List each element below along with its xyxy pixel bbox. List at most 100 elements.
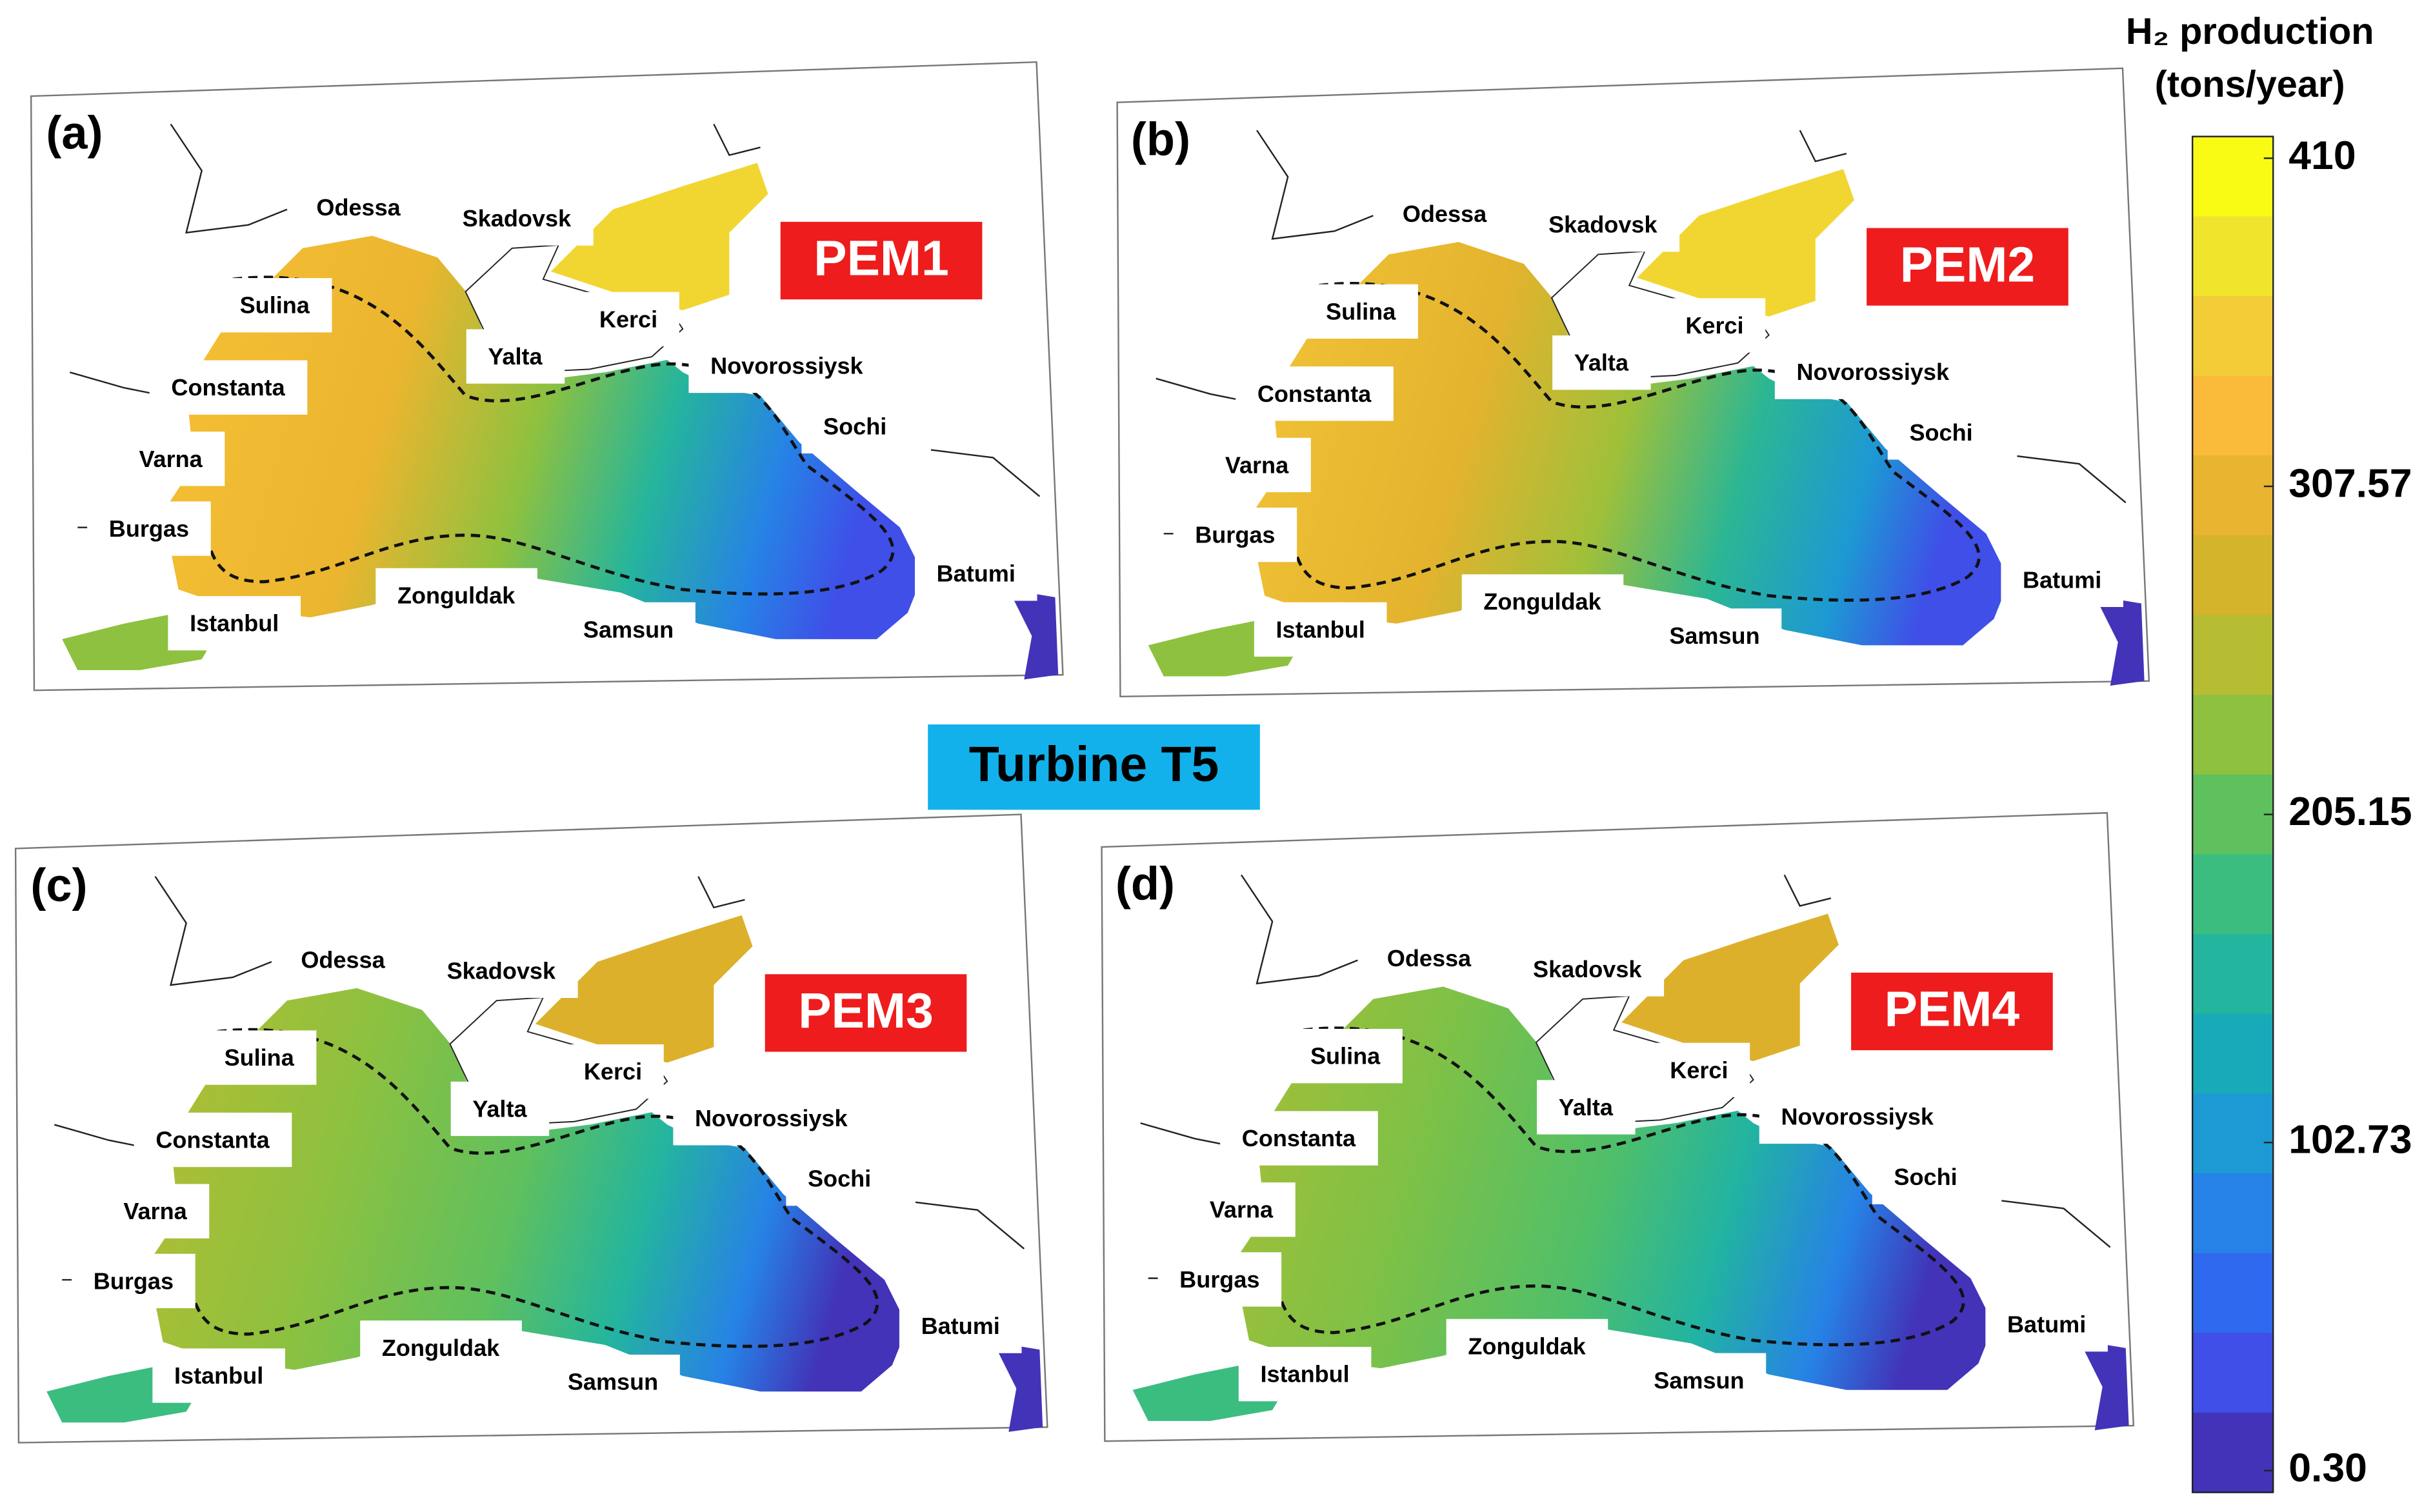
colorbar-tick-label: 102.73: [2288, 1117, 2412, 1162]
city-label: Constanta: [171, 374, 285, 401]
city-label-box: [899, 1298, 1022, 1353]
city-label: Burgas: [1195, 522, 1275, 548]
city-label-box: [1238, 1347, 1372, 1402]
city-label: Sulina: [225, 1044, 295, 1071]
map-panel: Odessa Skadovsk Sulina Kerci Yalta Novorossiy…: [30, 61, 1064, 691]
city-label-box: [1157, 1252, 1282, 1307]
panel-label: (a): [46, 108, 103, 159]
scenario-label: PEM1: [814, 231, 949, 286]
city-label-box: [134, 1112, 292, 1168]
city-label-box: [1446, 1318, 1608, 1374]
city-label-box: [1774, 344, 1972, 399]
colorbar-title: H₂ production: [2126, 11, 2374, 52]
sea-field: [550, 163, 768, 310]
city-label: Istanbul: [1260, 1361, 1349, 1388]
colorbar-band: [2192, 774, 2274, 855]
sea-field: [1637, 169, 1854, 317]
city-label: Skadovsk: [447, 957, 556, 984]
city-label-box: [688, 338, 886, 393]
city-label: Kerci: [584, 1059, 642, 1085]
city-label-box: [1188, 1182, 1296, 1237]
city-label-box: [673, 1091, 870, 1146]
boundary-line: [200, 275, 895, 596]
city-label: Sochi: [1894, 1164, 1957, 1190]
colorbar-band: [2192, 854, 2274, 935]
city-label-box: [1381, 186, 1509, 241]
city-label-box: [786, 1151, 893, 1206]
city-label-box: [562, 1044, 664, 1099]
colorbar-units: (tons/year): [2155, 64, 2345, 105]
colorbar-band: [2192, 934, 2274, 1015]
center-label-box: [928, 724, 1260, 810]
city-label: Sulina: [240, 292, 310, 319]
city-label-box: [149, 360, 308, 415]
city-label: Yalta: [1574, 350, 1629, 376]
coastline: [69, 123, 1041, 544]
city-label: Novorossiysk: [1781, 1103, 1934, 1129]
city-label: Zonguldak: [1468, 1333, 1586, 1359]
city-label-box: [1461, 574, 1624, 629]
city-label-box: [1527, 197, 1680, 252]
city-label: Burgas: [1179, 1266, 1259, 1293]
city-label: Sochi: [808, 1166, 871, 1192]
city-label: Zonguldak: [397, 582, 516, 608]
scenario-box: [1867, 228, 2068, 306]
coastline: [1140, 874, 2111, 1295]
city-label-box: [1304, 284, 1418, 339]
city-label-box: [1985, 1297, 2108, 1352]
city-label-box: [450, 1081, 550, 1137]
city-label: Batumi: [2007, 1311, 2086, 1338]
city-label: Novorossiysk: [695, 1105, 848, 1131]
city-label-box: [117, 432, 225, 486]
city-label: Odessa: [1403, 201, 1487, 227]
city-label: Yalta: [1559, 1094, 1614, 1120]
sea-field: [535, 915, 753, 1063]
city-label: Sochi: [1909, 419, 1972, 446]
city-label-box: [561, 602, 696, 657]
colorbar-band: [2192, 1333, 2274, 1414]
city-label: Yalta: [488, 343, 543, 370]
scenario-box: [780, 221, 983, 300]
colorbar-tick-label: 410: [2288, 133, 2356, 178]
sea-field: [1621, 913, 1839, 1061]
scenario-label: PEM2: [1900, 237, 2036, 292]
city-label-box: [1220, 1111, 1378, 1166]
city-label: Odessa: [316, 194, 401, 221]
scenario-box: [1851, 972, 2053, 1051]
city-label: Kerci: [1670, 1057, 1728, 1083]
city-label-box: [101, 1184, 210, 1238]
city-label-box: [168, 596, 301, 651]
boundary-line: [1286, 281, 1981, 602]
city-label-box: [1173, 507, 1297, 562]
sea-field: [1249, 242, 2010, 646]
city-label-box: [1365, 931, 1494, 986]
colorbar-band: [2192, 375, 2274, 457]
city-label-box: [87, 501, 211, 556]
city-label-box: [914, 546, 1037, 601]
map-panel: Odessa Skadovsk Sulina Kerci Yalta Novorossiy…: [14, 813, 1048, 1444]
panel-label: (b): [1131, 114, 1190, 165]
city-label: Burgas: [94, 1268, 174, 1294]
city-label: Zonguldak: [382, 1335, 500, 1361]
city-label-box: [466, 329, 565, 384]
colorbar-band: [2192, 455, 2274, 537]
panel-label: (c): [30, 860, 87, 911]
colorbar-band: [2192, 695, 2274, 775]
city-label-box: [152, 1348, 285, 1403]
city-label-box: [1887, 405, 1995, 460]
city-label: Batumi: [937, 561, 1016, 587]
land: [1008, 589, 1059, 680]
city-label: Skadovsk: [1548, 212, 1657, 238]
colorbar-band: [2192, 1173, 2274, 1254]
city-label: Zonguldak: [1483, 588, 1601, 615]
city-label-box: [546, 1355, 680, 1409]
city-label: Constanta: [1242, 1125, 1356, 1151]
city-label-box: [1552, 335, 1651, 390]
city-label: Samsun: [1669, 622, 1759, 649]
center-label: Turbine T5: [969, 737, 1219, 792]
city-label-box: [1632, 1353, 1767, 1408]
land: [2094, 595, 2145, 686]
land: [2079, 1340, 2129, 1431]
sea-field: [1233, 986, 1994, 1390]
